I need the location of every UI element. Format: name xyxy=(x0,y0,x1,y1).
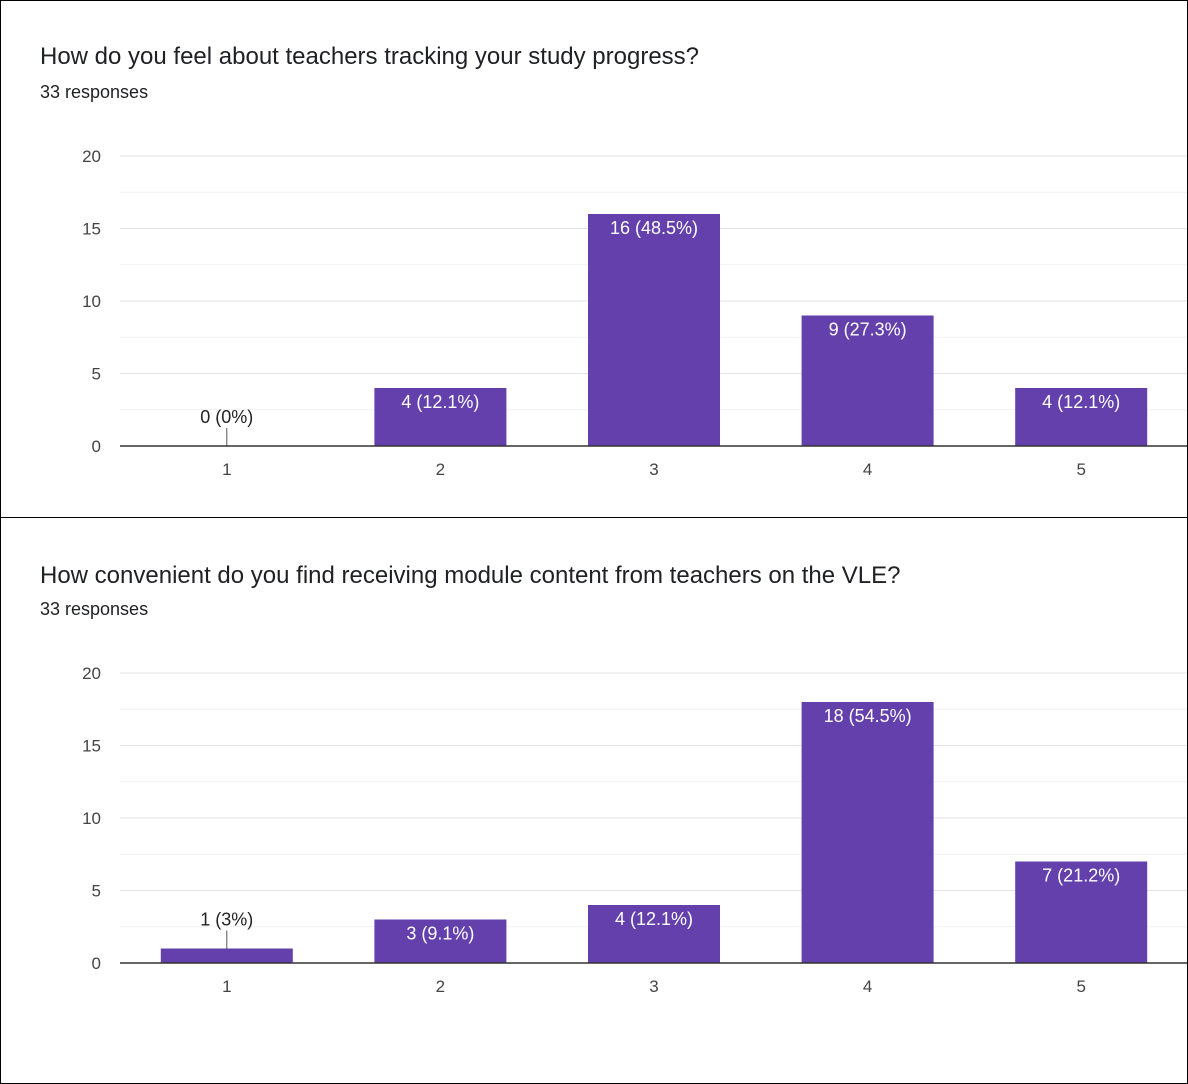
x-tick-label: 5 xyxy=(1076,977,1085,996)
bar-chart: 0 5 10 15 20 1 (3%) 1 3 (9.1%) 2 4 (12.1%) 3 18 (54… xyxy=(82,664,1187,996)
y-tick-label: 20 xyxy=(82,664,101,683)
y-tick-label: 0 xyxy=(92,437,101,456)
x-tick-label: 5 xyxy=(1076,460,1085,479)
chart-panel-2: How convenient do you find receiving mod… xyxy=(0,517,1188,1084)
x-tick-label: 4 xyxy=(863,460,872,479)
data-label: 3 (9.1%) xyxy=(406,924,474,944)
chart-panel-1: How do you feel about teachers tracking … xyxy=(0,0,1188,518)
data-label: 4 (12.1%) xyxy=(1042,392,1120,412)
x-tick-label: 1 xyxy=(222,977,231,996)
data-label: 4 (12.1%) xyxy=(615,909,693,929)
question-title: How do you feel about teachers tracking … xyxy=(40,43,700,70)
response-count: 33 responses xyxy=(40,82,149,102)
y-tick-label: 15 xyxy=(82,220,101,239)
x-tick-label: 3 xyxy=(649,460,658,479)
response-count: 33 responses xyxy=(40,599,149,619)
question-title: How convenient do you find receiving mod… xyxy=(40,562,901,589)
data-label: 1 (3%) xyxy=(200,910,253,930)
y-tick-label: 5 xyxy=(92,882,101,901)
data-label: 9 (27.3%) xyxy=(829,320,907,340)
y-tick-label: 20 xyxy=(82,147,101,166)
y-tick-label: 5 xyxy=(92,365,101,384)
data-label: 16 (48.5%) xyxy=(610,218,698,238)
y-tick-label: 15 xyxy=(82,737,101,756)
bar xyxy=(374,388,507,446)
bar xyxy=(374,919,507,963)
bar-chart: 0 5 10 15 20 0 (0%) 1 4 (12.1%) 2 16 (48.5%) 3 9 (2… xyxy=(82,147,1187,479)
bar xyxy=(801,702,934,963)
data-label: 0 (0%) xyxy=(200,407,253,427)
bar xyxy=(1015,861,1148,963)
bar xyxy=(801,315,934,446)
data-label: 7 (21.2%) xyxy=(1042,866,1120,886)
data-label: 18 (54.5%) xyxy=(824,706,912,726)
data-label: 4 (12.1%) xyxy=(401,392,479,412)
x-tick-label: 2 xyxy=(436,460,445,479)
x-tick-label: 1 xyxy=(222,460,231,479)
bar xyxy=(1015,388,1148,446)
bar xyxy=(160,948,293,963)
y-tick-label: 0 xyxy=(92,954,101,973)
x-tick-label: 2 xyxy=(436,977,445,996)
y-tick-label: 10 xyxy=(82,809,101,828)
bar xyxy=(588,905,720,963)
x-tick-label: 4 xyxy=(863,977,872,996)
y-tick-label: 10 xyxy=(82,292,101,311)
bar xyxy=(588,214,720,446)
x-tick-label: 3 xyxy=(649,977,658,996)
